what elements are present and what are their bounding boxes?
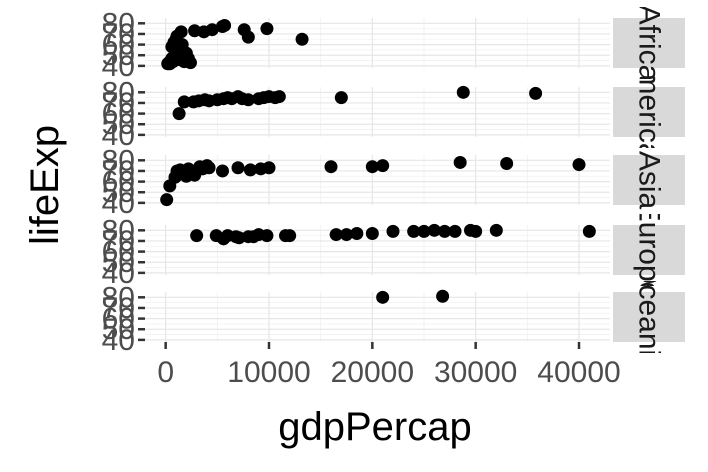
y-tick-label: 70 xyxy=(102,225,135,258)
data-point xyxy=(350,227,364,241)
y-tick-label: 70 xyxy=(102,292,135,325)
y-tick-label: 70 xyxy=(102,155,135,188)
y-tick-label: 60 xyxy=(102,98,135,131)
x-axis-title: gdpPercap xyxy=(278,405,471,449)
data-point xyxy=(205,23,219,37)
data-point xyxy=(200,159,214,173)
y-tick-label: 50 xyxy=(102,246,135,279)
data-point xyxy=(572,158,586,172)
facet-strip-label: Americas xyxy=(633,49,666,174)
data-point xyxy=(247,230,260,244)
data-point xyxy=(407,224,421,238)
data-point xyxy=(243,163,257,177)
x-tick-label: 40000 xyxy=(537,356,620,389)
y-tick-label: 40 xyxy=(102,187,135,220)
data-point xyxy=(448,224,462,238)
data-point xyxy=(582,224,596,238)
y-tick-label: 80 xyxy=(102,76,135,109)
data-point xyxy=(172,107,186,121)
data-point xyxy=(427,223,441,237)
y-tick-label: 80 xyxy=(102,281,135,314)
x-tick-label: 0 xyxy=(157,356,174,389)
y-tick-label: 40 xyxy=(102,50,135,83)
data-point xyxy=(334,91,348,105)
y-tick-label: 50 xyxy=(102,39,135,72)
facet-strip xyxy=(613,292,685,342)
facet-strip-label: Oceania xyxy=(633,261,666,373)
data-point xyxy=(529,86,543,100)
data-point xyxy=(170,29,184,43)
data-point xyxy=(295,32,309,46)
x-tick-label: 10000 xyxy=(227,356,310,389)
data-point xyxy=(453,155,467,169)
data-point xyxy=(500,157,514,171)
data-point xyxy=(376,159,390,173)
y-axis-title: lifeExp xyxy=(23,125,67,245)
y-tick-label: 70 xyxy=(102,87,135,120)
y-tick-label: 80 xyxy=(102,7,135,40)
y-tick-label: 60 xyxy=(102,236,135,269)
data-point xyxy=(365,227,379,241)
facet-strip-label: Europe xyxy=(633,202,666,299)
facet-strip xyxy=(613,18,685,68)
data-point xyxy=(163,179,177,193)
data-point xyxy=(183,56,197,70)
data-point xyxy=(216,164,229,178)
y-tick-label: 60 xyxy=(102,166,135,199)
facet-strip xyxy=(613,225,685,275)
y-tick-label: 60 xyxy=(102,29,135,62)
data-point xyxy=(329,228,343,242)
data-point xyxy=(340,228,353,242)
y-tick-label: 80 xyxy=(102,144,135,177)
data-point xyxy=(241,93,255,107)
data-point xyxy=(469,224,483,238)
x-tick-label: 30000 xyxy=(434,356,517,389)
facet-strip-label: Africa xyxy=(633,5,666,82)
facet-strip xyxy=(613,155,685,205)
data-point xyxy=(386,224,400,238)
data-point xyxy=(283,229,297,243)
data-point xyxy=(324,160,338,174)
data-point xyxy=(217,232,231,246)
y-tick-label: 50 xyxy=(102,176,135,209)
y-tick-label: 40 xyxy=(102,257,135,290)
x-tick-label: 20000 xyxy=(331,356,414,389)
y-tick-label: 40 xyxy=(102,119,135,152)
data-point xyxy=(365,160,379,174)
data-point xyxy=(489,223,503,237)
data-point xyxy=(376,290,390,304)
y-tick-label: 40 xyxy=(102,324,135,357)
y-tick-label: 50 xyxy=(102,313,135,346)
x-axis: 0 10000 20000 30000 40000 xyxy=(157,342,621,389)
data-point xyxy=(218,18,232,32)
data-point xyxy=(160,193,174,207)
data-point xyxy=(262,161,276,175)
facet-strip xyxy=(613,87,685,137)
data-point xyxy=(231,161,245,175)
data-point xyxy=(456,85,470,99)
data-point xyxy=(436,289,450,303)
data-point xyxy=(417,224,431,238)
y-tick-label: 50 xyxy=(102,108,135,141)
data-point xyxy=(438,224,452,238)
data-point xyxy=(260,229,274,243)
data-point xyxy=(177,95,191,109)
y-tick-label: 80 xyxy=(102,214,135,247)
y-tick-label: 60 xyxy=(102,303,135,336)
y-tick-label: 70 xyxy=(102,18,135,51)
data-point xyxy=(260,22,274,36)
data-point xyxy=(272,90,286,104)
data-point xyxy=(241,30,255,44)
facet-strip-label: Asia xyxy=(633,151,666,210)
data-point xyxy=(190,229,204,243)
